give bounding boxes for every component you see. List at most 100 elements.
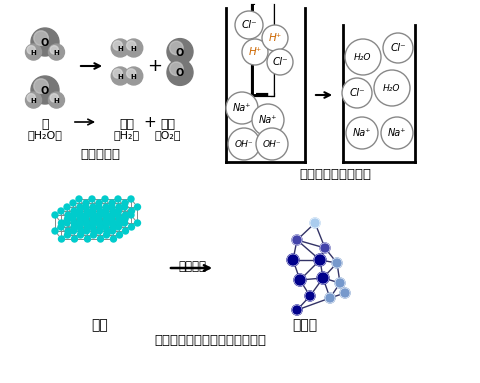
Circle shape [128,212,134,218]
Circle shape [345,117,377,149]
Circle shape [65,228,71,234]
Text: H₂O: H₂O [353,52,371,62]
Circle shape [71,212,76,218]
Circle shape [84,228,89,234]
Circle shape [64,204,70,210]
Circle shape [31,28,59,56]
Circle shape [116,216,122,222]
Circle shape [97,224,103,230]
Circle shape [27,46,36,54]
Circle shape [116,232,122,238]
Circle shape [76,224,83,230]
Circle shape [77,204,83,210]
Circle shape [102,208,108,214]
Circle shape [84,220,90,226]
Circle shape [169,41,183,55]
Circle shape [111,39,129,57]
Circle shape [344,39,380,75]
Text: 氧气: 氧气 [160,118,175,131]
Circle shape [115,208,121,214]
Circle shape [103,220,109,226]
Circle shape [89,208,96,214]
Circle shape [84,224,90,230]
Text: H⁺: H⁺ [268,33,281,43]
Circle shape [309,218,319,228]
Circle shape [83,216,89,222]
Text: O: O [41,38,49,48]
Text: H: H [53,98,59,104]
Circle shape [25,44,41,60]
Circle shape [77,216,84,222]
Circle shape [291,235,301,245]
Text: H: H [53,50,59,56]
Circle shape [59,220,64,226]
Circle shape [134,220,140,226]
Circle shape [304,291,314,301]
Circle shape [84,208,90,214]
Circle shape [77,220,83,226]
Circle shape [102,196,108,202]
Circle shape [111,67,129,85]
Circle shape [115,196,121,202]
Text: Cl⁻: Cl⁻ [240,20,256,30]
Circle shape [90,216,96,222]
Circle shape [241,39,267,65]
Circle shape [128,208,134,214]
Circle shape [109,212,115,218]
Circle shape [76,208,83,214]
Circle shape [96,228,102,234]
Circle shape [319,243,329,253]
Text: H: H [31,50,36,56]
Circle shape [84,236,90,242]
Circle shape [122,228,128,234]
Circle shape [90,220,96,226]
Circle shape [126,69,136,78]
Circle shape [102,224,108,230]
Circle shape [52,212,58,218]
Circle shape [109,200,115,206]
Circle shape [25,92,41,108]
Circle shape [97,208,103,214]
Circle shape [90,232,96,238]
Circle shape [116,220,122,226]
Circle shape [115,212,121,218]
Circle shape [34,31,48,45]
Text: H: H [117,74,123,80]
Circle shape [48,44,64,60]
Text: O: O [176,69,184,79]
Circle shape [121,204,127,210]
Circle shape [122,216,128,222]
Circle shape [293,274,305,286]
Text: H: H [131,46,136,52]
Circle shape [115,224,121,230]
Circle shape [373,70,409,106]
Circle shape [104,212,110,218]
Circle shape [64,220,70,226]
Text: O: O [176,47,184,57]
Text: Na⁺: Na⁺ [258,115,276,125]
Circle shape [96,216,102,222]
Circle shape [89,212,95,218]
Circle shape [108,220,114,226]
Circle shape [228,128,260,160]
Text: H₂O: H₂O [383,83,400,93]
Circle shape [122,212,128,218]
Text: 氢气: 氢气 [119,118,134,131]
Circle shape [382,33,412,63]
Circle shape [72,220,77,226]
Circle shape [71,224,77,230]
Circle shape [110,236,116,242]
Circle shape [97,220,103,226]
Circle shape [262,25,288,51]
Circle shape [167,59,192,85]
Circle shape [58,208,64,214]
Circle shape [339,288,349,298]
Text: （H₂）: （H₂） [114,130,140,140]
Circle shape [126,41,136,50]
Circle shape [380,117,412,149]
Circle shape [64,216,71,222]
Circle shape [226,92,257,124]
Circle shape [103,216,109,222]
Circle shape [96,204,101,210]
Circle shape [78,212,84,218]
